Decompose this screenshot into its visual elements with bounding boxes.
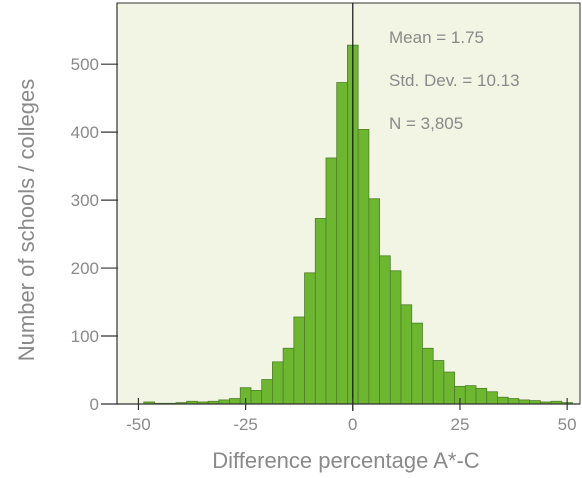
histogram-bar xyxy=(325,157,338,405)
x-tick-label: 50 xyxy=(558,415,577,434)
y-tick-label: 200 xyxy=(71,259,99,278)
histogram-bar xyxy=(229,398,241,405)
x-tick-label: -50 xyxy=(126,415,151,434)
histogram-bar xyxy=(443,371,456,405)
axes xyxy=(116,3,580,405)
y-tick-label: 100 xyxy=(71,327,99,346)
x-axis-title: Difference percentage A*-C xyxy=(212,448,480,473)
tick-marks xyxy=(101,63,568,410)
y-tick-label: 300 xyxy=(71,191,99,210)
histogram-bars xyxy=(143,44,573,405)
histogram-bar xyxy=(336,82,348,405)
histogram-bar xyxy=(400,304,413,405)
y-axis-title: Number of schools / colleges xyxy=(14,79,39,361)
histogram-bar xyxy=(250,390,263,405)
histogram-bar xyxy=(368,198,380,405)
x-tick-label: 0 xyxy=(348,415,357,434)
histogram-bar xyxy=(432,360,445,405)
stat-std-dev: Std. Dev. = 10.13 xyxy=(389,71,520,90)
histogram-bar xyxy=(486,391,498,405)
histogram-bar xyxy=(507,398,520,405)
histogram-bar xyxy=(218,399,230,405)
x-tick-label: 25 xyxy=(451,415,470,434)
y-tick-label: 400 xyxy=(71,123,99,142)
histogram-bar xyxy=(282,347,295,405)
histogram-bar xyxy=(497,396,509,405)
histogram-bar xyxy=(272,361,284,405)
histogram-bar xyxy=(518,399,531,405)
histogram-bar xyxy=(422,347,434,405)
y-tick-label: 500 xyxy=(71,55,99,74)
y-tick-label: 0 xyxy=(90,395,99,414)
histogram-bar xyxy=(304,272,316,405)
histogram-bar xyxy=(357,129,370,405)
histogram-bar xyxy=(314,218,327,405)
histogram-bar xyxy=(411,322,423,405)
histogram-bar xyxy=(293,316,305,405)
histogram-bar xyxy=(389,270,402,405)
histogram-bar xyxy=(261,379,273,405)
histogram-bar xyxy=(475,387,488,405)
histogram-bar xyxy=(379,255,391,405)
x-tick-label: -25 xyxy=(233,415,258,434)
stat-mean: Mean = 1.75 xyxy=(389,28,484,47)
histogram-bar xyxy=(464,385,477,405)
stat-n: N = 3,805 xyxy=(389,114,463,133)
